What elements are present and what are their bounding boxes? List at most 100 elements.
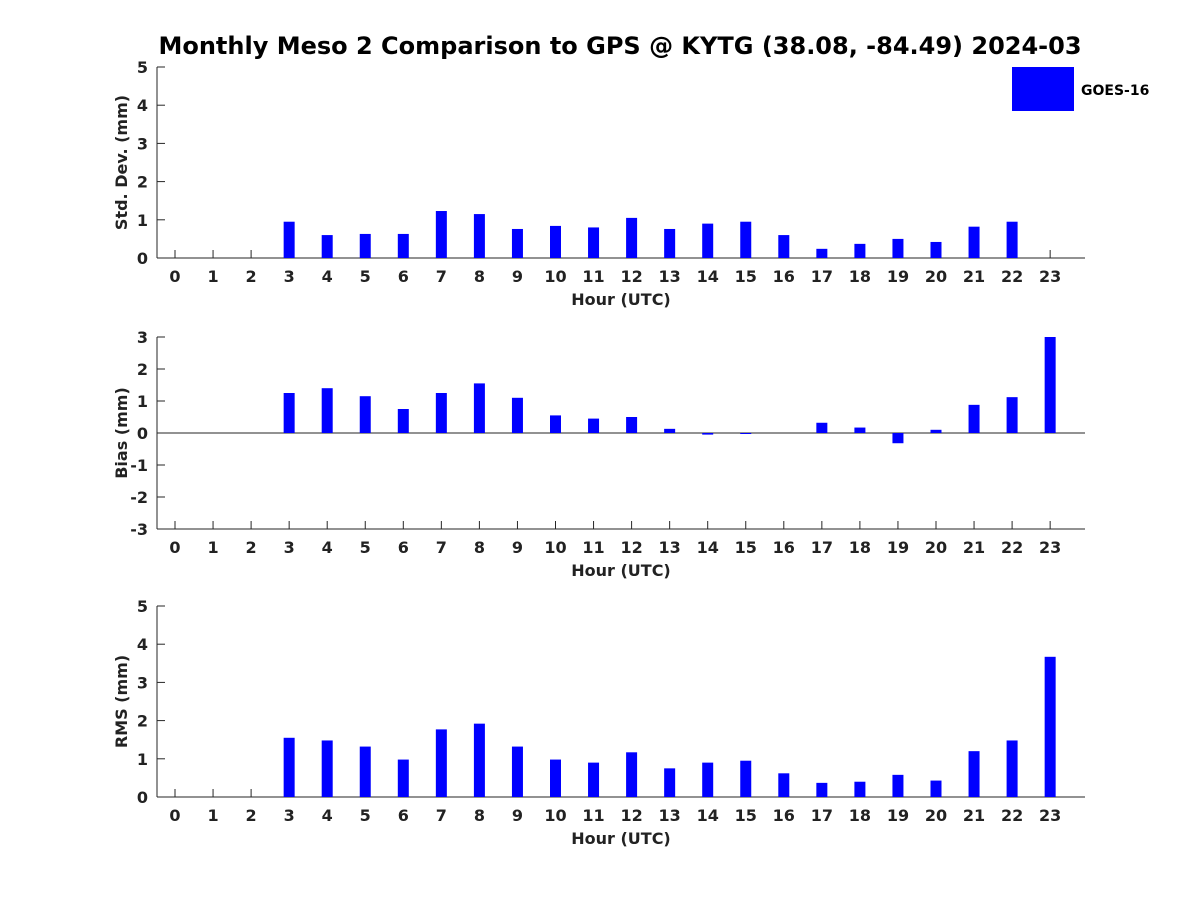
x-tick-label: 7 — [436, 538, 447, 557]
y-tick-label: 4 — [137, 96, 148, 115]
y-tick-label: 1 — [137, 750, 148, 769]
x-tick-label: 20 — [925, 806, 947, 825]
y-tick-label: 1 — [137, 392, 148, 411]
x-axis-label: Hour (UTC) — [571, 561, 671, 580]
bar-hour-8 — [473, 723, 485, 797]
x-tick-label: 6 — [398, 538, 409, 557]
x-tick-label: 11 — [582, 806, 604, 825]
x-tick-label: 22 — [1001, 538, 1023, 557]
y-tick-label: -3 — [130, 520, 148, 539]
bar-hour-20 — [930, 780, 942, 797]
bar-hour-4 — [321, 388, 333, 433]
bar-hour-10 — [550, 415, 561, 433]
x-tick-label: 2 — [246, 538, 257, 557]
bar-hour-19 — [892, 238, 904, 258]
bar-hour-14 — [702, 762, 714, 797]
x-tick-label: 19 — [887, 806, 909, 825]
x-tick-label: 7 — [436, 267, 447, 286]
x-tick-label: 0 — [169, 267, 180, 286]
x-tick-label: 14 — [697, 806, 719, 825]
x-tick-label: 8 — [474, 267, 485, 286]
bar-hour-4 — [321, 235, 333, 258]
x-tick-label: 20 — [925, 267, 947, 286]
y-tick-label: 2 — [137, 712, 148, 731]
x-tick-label: 17 — [811, 806, 833, 825]
x-tick-label: 13 — [659, 538, 681, 557]
x-tick-label: 23 — [1039, 806, 1061, 825]
x-tick-label: 21 — [963, 806, 985, 825]
bar-hour-16 — [778, 235, 790, 258]
x-tick-label: 3 — [284, 538, 295, 557]
x-tick-label: 11 — [582, 267, 604, 286]
bar-hour-21 — [968, 226, 980, 258]
y-axis-label: RMS (mm) — [112, 655, 131, 748]
x-tick-label: 22 — [1001, 806, 1023, 825]
x-tick-label: 3 — [284, 267, 295, 286]
bar-hour-21 — [968, 404, 980, 433]
bar-hour-6 — [397, 233, 409, 258]
bar-hour-18 — [854, 781, 866, 797]
x-tick-label: 17 — [811, 538, 833, 557]
chart-title: Monthly Meso 2 Comparison to GPS @ KYTG … — [158, 32, 1081, 60]
y-tick-label: 1 — [137, 211, 148, 230]
x-tick-label: 13 — [659, 806, 681, 825]
bar-hour-13 — [664, 768, 676, 797]
x-tick-label: 6 — [398, 806, 409, 825]
x-tick-label: 23 — [1039, 267, 1061, 286]
y-tick-label: 4 — [137, 635, 148, 654]
x-tick-label: 15 — [735, 267, 757, 286]
y-tick-label: 3 — [137, 328, 148, 347]
bar-hour-6 — [397, 409, 409, 433]
bar-hour-12 — [626, 217, 638, 258]
x-tick-label: 12 — [620, 538, 642, 557]
y-tick-label: 0 — [137, 424, 148, 443]
bar-hour-12 — [626, 417, 638, 433]
y-tick-label: -1 — [130, 456, 148, 475]
bar-hour-7 — [435, 211, 447, 258]
bar-hour-5 — [359, 396, 371, 433]
x-tick-label: 9 — [512, 806, 523, 825]
bar-hour-15 — [740, 433, 752, 434]
legend-swatch — [1012, 67, 1074, 111]
x-axis-label: Hour (UTC) — [571, 829, 671, 848]
bar-hour-5 — [359, 233, 371, 258]
bar-hour-15 — [740, 760, 752, 797]
bar-hour-7 — [435, 729, 447, 797]
x-tick-label: 5 — [360, 538, 371, 557]
bar-hour-8 — [473, 214, 485, 258]
bar-hour-22 — [1006, 221, 1018, 258]
bar-hour-18 — [854, 243, 866, 258]
x-tick-label: 5 — [360, 267, 371, 286]
x-tick-label: 9 — [512, 538, 523, 557]
bar-hour-10 — [550, 759, 561, 797]
bar-hour-21 — [968, 751, 980, 797]
x-tick-label: 23 — [1039, 538, 1061, 557]
x-tick-label: 1 — [207, 267, 218, 286]
y-tick-label: 3 — [137, 673, 148, 692]
x-tick-label: 5 — [360, 806, 371, 825]
x-tick-label: 16 — [773, 538, 795, 557]
x-tick-label: 21 — [963, 267, 985, 286]
y-axis-label: Std. Dev. (mm) — [112, 95, 131, 230]
y-tick-label: 5 — [137, 58, 148, 77]
bar-hour-11 — [588, 227, 600, 258]
x-tick-label: 18 — [849, 267, 871, 286]
x-tick-label: 14 — [697, 538, 719, 557]
bar-hour-13 — [664, 228, 676, 258]
bar-hour-11 — [588, 418, 600, 433]
x-tick-label: 4 — [322, 267, 333, 286]
x-tick-label: 6 — [398, 267, 409, 286]
y-tick-label: 0 — [137, 788, 148, 807]
x-tick-label: 9 — [512, 267, 523, 286]
y-tick-label: 2 — [137, 173, 148, 192]
x-tick-label: 2 — [246, 267, 257, 286]
x-tick-label: 8 — [474, 806, 485, 825]
y-tick-label: 2 — [137, 360, 148, 379]
bar-hour-22 — [1006, 397, 1018, 433]
x-tick-label: 10 — [544, 806, 566, 825]
x-tick-label: 12 — [620, 806, 642, 825]
x-tick-label: 22 — [1001, 267, 1023, 286]
